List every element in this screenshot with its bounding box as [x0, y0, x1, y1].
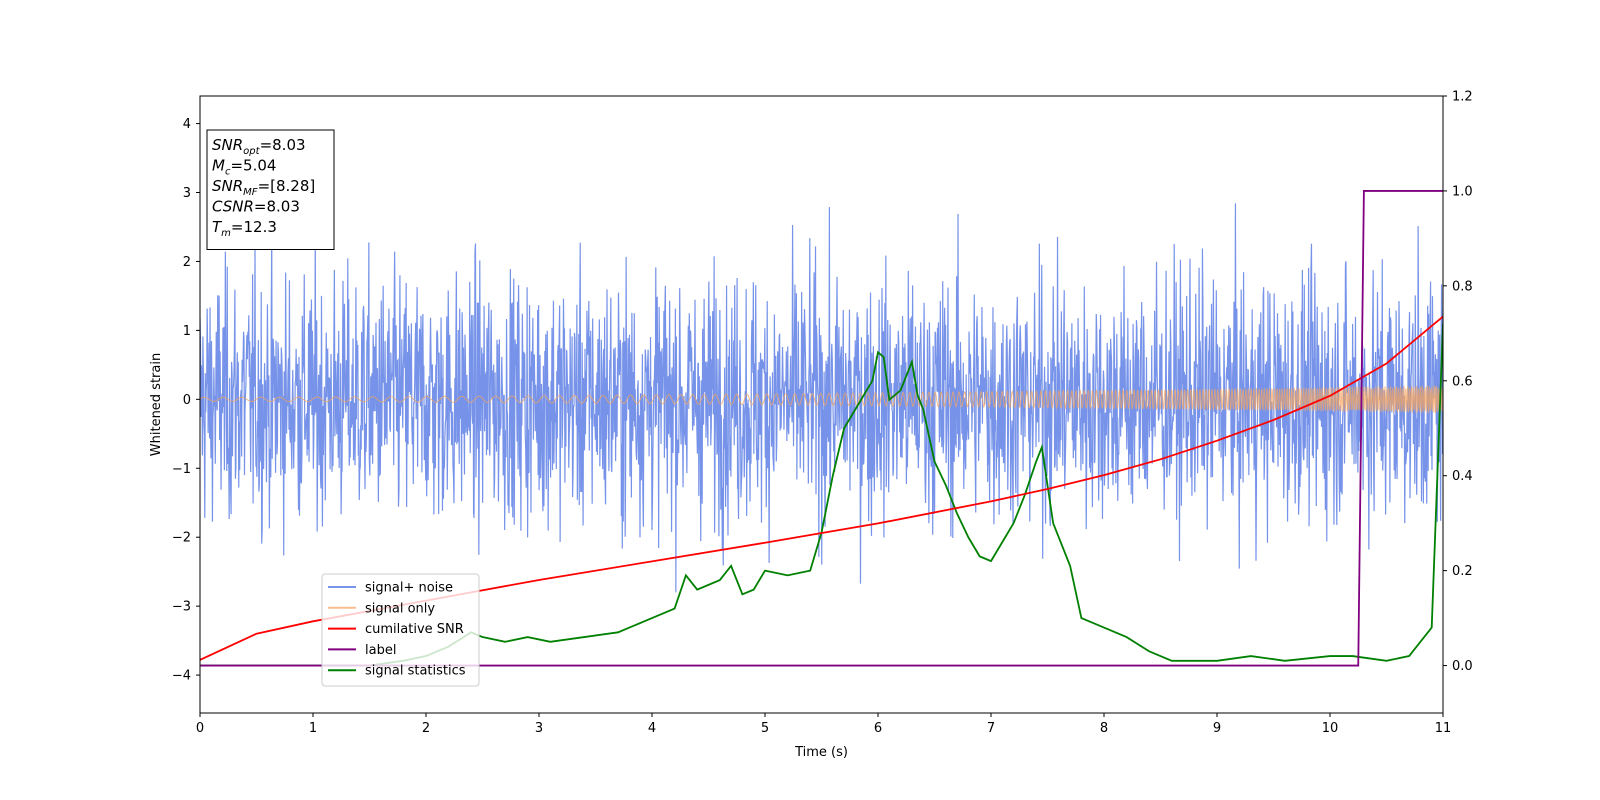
x-tick-label: 4 — [648, 721, 656, 736]
legend-label: signal statistics — [365, 664, 466, 679]
y-tick-label: −3 — [172, 600, 191, 615]
series-label-line — [200, 190, 1443, 667]
y-tick-label: 2 — [183, 255, 191, 270]
y-right-tick-label: 0.8 — [1452, 279, 1473, 294]
series-signal-noise-line — [200, 203, 1443, 593]
legend-label: signal+ noise — [365, 581, 453, 596]
y-tick-label: 4 — [183, 117, 191, 132]
x-tick-label: 3 — [535, 721, 543, 736]
y-axis-label: Whitened strain — [149, 353, 164, 456]
y-tick-label: −2 — [172, 531, 191, 546]
y-right-tick-label: 0.4 — [1452, 469, 1473, 484]
y-tick-label: −1 — [172, 462, 191, 477]
x-tick-label: 1 — [309, 721, 317, 736]
x-axis-label: Time (s) — [794, 745, 848, 760]
annotation-line: SNRopt=8.03 — [212, 136, 306, 157]
plot-frame — [199, 95, 1444, 714]
annotation-line: Mc=5.04 — [212, 157, 276, 178]
axes: 0 1 2 3 4 5 6 7 8 9 10 11 −4 −3 −2 −1 0 1 2 3 4 0.0 0.2 0.4 0.6 0… — [172, 90, 1473, 737]
y-right-tick-label: 1.0 — [1452, 184, 1473, 199]
legend-label: label — [365, 643, 396, 658]
x-tick-label: 6 — [874, 721, 882, 736]
annotation-line: CSNR=8.03 — [212, 198, 300, 216]
x-tick-label: 9 — [1213, 721, 1221, 736]
y-tick-label: 0 — [183, 393, 191, 408]
annotation-line: SNRMF=[8.28] — [212, 177, 315, 198]
y-tick-label: 1 — [183, 324, 191, 339]
x-tick-label: 10 — [1322, 721, 1339, 736]
x-tick-label: 8 — [1100, 721, 1108, 736]
series-signal-statistics-line — [200, 323, 1443, 667]
x-tick-label: 2 — [422, 721, 430, 736]
annotation-line: Tm=12.3 — [212, 218, 277, 239]
y-tick-label: 3 — [183, 186, 191, 201]
y-tick-label: −4 — [172, 669, 191, 684]
y-right-tick-label: 0.2 — [1452, 564, 1473, 579]
y-right-tick-label: 0.6 — [1452, 374, 1473, 389]
y-right-tick-label: 0.0 — [1452, 659, 1473, 674]
x-tick-label: 0 — [196, 721, 204, 736]
legend-frame — [321, 573, 480, 687]
x-tick-label: 7 — [987, 721, 995, 736]
legend-label: signal only — [365, 601, 435, 616]
x-tick-label: 5 — [761, 721, 769, 736]
annotation-frame — [206, 129, 335, 250]
x-tick-label: 11 — [1435, 721, 1452, 736]
y-right-tick-label: 1.2 — [1452, 90, 1473, 105]
series-signal-only-line — [200, 385, 1443, 413]
legend: signal+ noise signal only cumilative SNR la… — [321, 573, 480, 687]
legend-label: cumilative SNR — [365, 622, 464, 637]
